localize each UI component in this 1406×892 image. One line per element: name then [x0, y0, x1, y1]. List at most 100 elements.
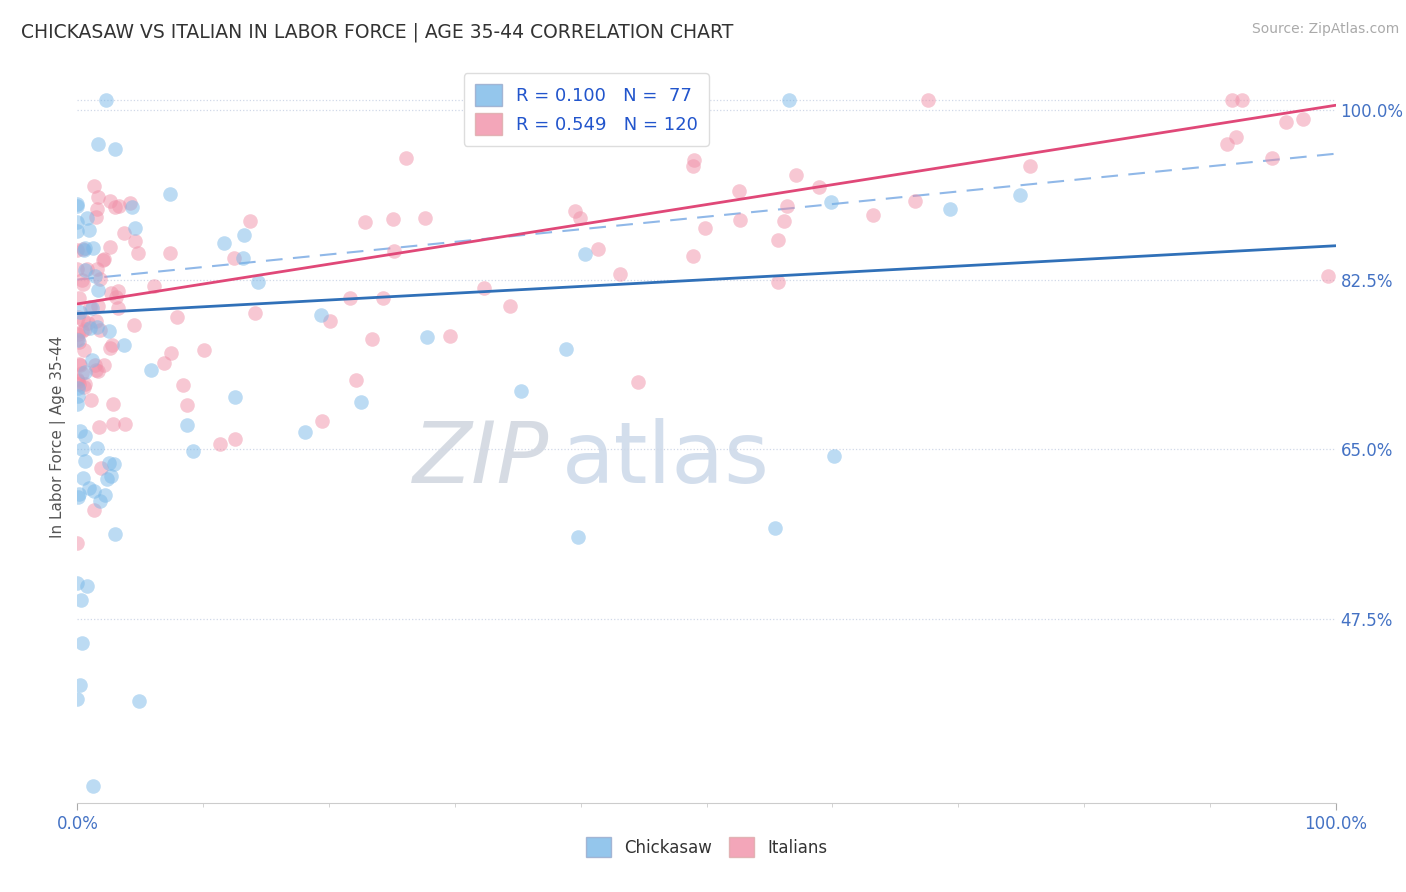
Point	[69, 678, 91, 692]
Point	[413, 211, 436, 225]
Point	[728, 213, 751, 227]
Point	[224, 390, 246, 404]
Point	[82, 242, 104, 256]
Point	[567, 530, 589, 544]
Point	[87, 419, 110, 434]
Point	[66, 388, 89, 402]
Point	[246, 275, 269, 289]
Point	[627, 375, 650, 389]
Point	[86, 283, 108, 297]
Point	[1274, 114, 1296, 128]
Point	[903, 194, 925, 208]
Point	[94, 488, 117, 502]
Point	[361, 332, 384, 346]
Point	[89, 271, 111, 285]
Point	[294, 425, 316, 439]
Point	[77, 481, 100, 495]
Point	[69, 358, 91, 372]
Point	[124, 220, 146, 235]
Point	[124, 234, 146, 248]
Point	[350, 395, 373, 409]
Point	[623, 96, 645, 111]
Point	[89, 323, 111, 337]
Point	[127, 245, 149, 260]
Point	[823, 449, 845, 463]
Point	[66, 372, 89, 386]
Point	[66, 310, 89, 324]
Point	[862, 208, 884, 222]
Point	[70, 273, 93, 287]
Point	[128, 694, 150, 708]
Point	[93, 252, 115, 267]
Point	[766, 275, 789, 289]
Point	[72, 312, 94, 326]
Point	[118, 195, 141, 210]
Point	[86, 202, 108, 216]
Text: ZIP: ZIP	[413, 417, 550, 500]
Point	[917, 94, 939, 108]
Point	[87, 299, 110, 313]
Point	[89, 494, 111, 508]
Point	[181, 444, 204, 458]
Point	[69, 305, 91, 319]
Point	[86, 319, 108, 334]
Point	[96, 472, 118, 486]
Legend: Chickasaw, Italians: Chickasaw, Italians	[579, 830, 834, 864]
Point	[344, 373, 367, 387]
Point	[416, 330, 439, 344]
Point	[97, 456, 120, 470]
Point	[159, 187, 181, 202]
Point	[311, 414, 333, 428]
Point	[108, 199, 131, 213]
Point	[695, 220, 717, 235]
Point	[70, 366, 93, 380]
Point	[499, 299, 522, 313]
Point	[98, 341, 121, 355]
Point	[67, 357, 90, 371]
Point	[122, 318, 145, 333]
Point	[114, 226, 136, 240]
Point	[773, 213, 796, 227]
Point	[72, 471, 94, 485]
Point	[69, 424, 91, 438]
Point	[193, 343, 215, 358]
Point	[232, 251, 254, 265]
Point	[93, 358, 115, 372]
Point	[153, 356, 176, 370]
Point	[224, 432, 246, 446]
Text: atlas: atlas	[562, 417, 770, 500]
Point	[73, 321, 96, 335]
Point	[239, 214, 262, 228]
Point	[807, 180, 830, 194]
Point	[555, 342, 578, 356]
Point	[820, 195, 842, 210]
Point	[233, 228, 256, 243]
Point	[79, 321, 101, 335]
Point	[70, 636, 93, 650]
Point	[381, 212, 404, 227]
Point	[82, 779, 104, 793]
Point	[100, 286, 122, 301]
Point	[93, 252, 115, 266]
Point	[76, 261, 98, 276]
Point	[682, 249, 704, 263]
Point	[66, 576, 89, 591]
Point	[939, 202, 962, 216]
Point	[103, 457, 125, 471]
Point	[107, 284, 129, 298]
Point	[776, 199, 799, 213]
Point	[141, 363, 163, 377]
Point	[66, 261, 89, 276]
Point	[319, 314, 342, 328]
Point	[160, 346, 183, 360]
Point	[785, 168, 807, 182]
Point	[100, 194, 122, 209]
Point	[67, 291, 90, 305]
Point	[1317, 268, 1340, 283]
Point	[107, 301, 129, 316]
Point	[339, 291, 361, 305]
Point	[176, 398, 198, 412]
Point	[83, 178, 105, 193]
Point	[80, 301, 103, 315]
Point	[683, 153, 706, 167]
